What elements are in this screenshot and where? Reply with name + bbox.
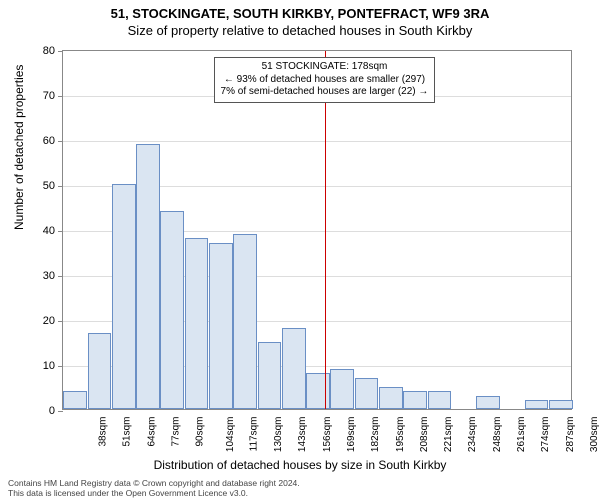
histogram-bar (112, 184, 136, 409)
histogram-bar (136, 144, 160, 410)
x-tick-label: 90sqm (195, 417, 206, 447)
y-tick-label: 40 (15, 225, 55, 237)
histogram-bar (476, 396, 500, 410)
x-tick-label: 261sqm (516, 417, 527, 453)
marker-annotation-line2: ← 93% of detached houses are smaller (29… (221, 74, 429, 87)
x-tick-label: 221sqm (443, 417, 454, 453)
histogram-bar (88, 333, 112, 410)
histogram-bar (330, 369, 354, 410)
x-tick-label: 234sqm (468, 417, 479, 453)
y-tick-label: 10 (15, 360, 55, 372)
y-tick-mark (58, 186, 63, 187)
histogram-bar (258, 342, 282, 410)
x-tick-label: 104sqm (225, 417, 236, 453)
x-tick-label: 38sqm (98, 417, 109, 447)
y-tick-mark (58, 96, 63, 97)
histogram-bar (233, 234, 257, 410)
y-tick-mark (58, 411, 63, 412)
x-tick-label: 208sqm (419, 417, 430, 453)
histogram-bar (209, 243, 233, 410)
y-tick-label: 80 (15, 45, 55, 57)
histogram-bar (549, 400, 573, 409)
histogram-bar (379, 387, 403, 410)
x-tick-label: 143sqm (298, 417, 309, 453)
copyright-notice: Contains HM Land Registry data © Crown c… (8, 479, 300, 498)
y-tick-label: 60 (15, 135, 55, 147)
y-tick-mark (58, 141, 63, 142)
histogram-bar (403, 391, 427, 409)
histogram-bar (306, 373, 330, 409)
histogram-bar (185, 238, 209, 409)
x-tick-label: 300sqm (589, 417, 600, 453)
histogram-plot: 0102030405060708038sqm51sqm64sqm77sqm90s… (62, 50, 572, 410)
marker-line (325, 51, 326, 409)
chart-title-line1: 51, STOCKINGATE, SOUTH KIRKBY, PONTEFRAC… (0, 6, 600, 21)
histogram-bar (525, 400, 549, 409)
x-tick-label: 51sqm (122, 417, 133, 447)
x-tick-label: 64sqm (146, 417, 157, 447)
marker-annotation: 51 STOCKINGATE: 178sqm← 93% of detached … (214, 57, 436, 103)
y-tick-label: 30 (15, 270, 55, 282)
x-tick-label: 169sqm (346, 417, 357, 453)
chart-title-block: 51, STOCKINGATE, SOUTH KIRKBY, PONTEFRAC… (0, 0, 600, 38)
x-tick-label: 195sqm (395, 417, 406, 453)
x-tick-label: 182sqm (370, 417, 381, 453)
histogram-bar (282, 328, 306, 409)
y-tick-label: 20 (15, 315, 55, 327)
x-tick-label: 156sqm (322, 417, 333, 453)
x-tick-label: 130sqm (273, 417, 284, 453)
chart-title-line2: Size of property relative to detached ho… (0, 23, 600, 38)
y-tick-label: 70 (15, 90, 55, 102)
marker-annotation-line3: 7% of semi-detached houses are larger (2… (221, 86, 429, 99)
marker-annotation-line1: 51 STOCKINGATE: 178sqm (221, 61, 429, 74)
x-tick-label: 77sqm (171, 417, 182, 447)
y-tick-mark (58, 231, 63, 232)
y-tick-mark (58, 51, 63, 52)
y-tick-mark (58, 321, 63, 322)
grid-line (63, 141, 571, 142)
histogram-bar (63, 391, 87, 409)
x-tick-label: 117sqm (248, 417, 259, 452)
y-tick-mark (58, 366, 63, 367)
x-tick-label: 274sqm (540, 417, 551, 453)
y-tick-label: 50 (15, 180, 55, 192)
chart-area: 0102030405060708038sqm51sqm64sqm77sqm90s… (62, 50, 572, 410)
histogram-bar (355, 378, 379, 410)
histogram-bar (428, 391, 452, 409)
y-tick-label: 0 (15, 405, 55, 417)
x-axis-label: Distribution of detached houses by size … (0, 458, 600, 472)
histogram-bar (160, 211, 184, 409)
copyright-line2: This data is licensed under the Open Gov… (8, 489, 300, 498)
y-tick-mark (58, 276, 63, 277)
x-tick-label: 248sqm (492, 417, 503, 453)
x-tick-label: 287sqm (565, 417, 576, 453)
